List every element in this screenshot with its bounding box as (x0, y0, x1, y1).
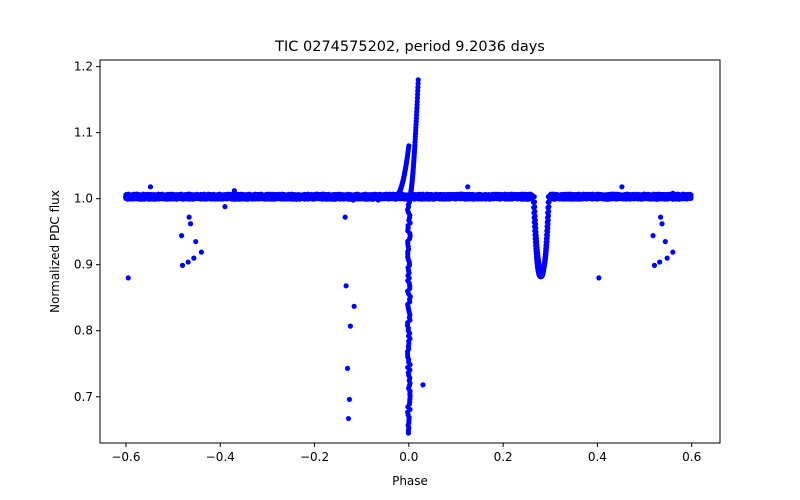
outlier-point (651, 262, 658, 268)
outlier-point (147, 184, 154, 190)
x-tick-label: 0.2 (494, 450, 513, 464)
outlier-point (657, 259, 663, 265)
y-tick-label: 1.1 (74, 126, 93, 140)
y-tick-label: 1.2 (74, 60, 93, 74)
x-tick-label: −0.6 (111, 450, 140, 464)
outlier-point (179, 262, 186, 268)
x-axis-ticks: −0.6 −0.4 −0.2 0.0 0.2 0.4 0.6 (111, 443, 701, 464)
outlier-point (345, 415, 352, 422)
y-tick-label: 1.0 (74, 192, 93, 206)
data-points (123, 77, 694, 436)
outlier-point (125, 275, 131, 281)
y-tick-label: 0.9 (74, 258, 93, 272)
outlier-point (344, 365, 351, 371)
secondary-eclipse-point (531, 199, 538, 205)
outlier-point (222, 204, 228, 210)
outlier-point (465, 184, 471, 190)
outlier-point (420, 382, 426, 388)
primary-eclipse-point (405, 430, 412, 436)
outlier-point (187, 221, 194, 227)
secondary-eclipse-point (532, 208, 538, 215)
outlier-point (657, 214, 664, 220)
outlier-point (343, 283, 349, 289)
y-tick-label: 0.7 (74, 390, 93, 404)
outlier-point (193, 238, 199, 245)
spike-point (415, 84, 421, 90)
outlier-point (347, 323, 353, 329)
outlier-point (231, 188, 237, 194)
secondary-eclipse-point (532, 213, 538, 219)
outlier-point (350, 197, 356, 203)
secondary-eclipse-point (546, 199, 552, 205)
outlier-point (186, 214, 192, 220)
brightening-point (406, 143, 412, 149)
outlier-point (346, 396, 353, 403)
secondary-eclipse-point (546, 204, 552, 210)
secondary-eclipse-point (532, 217, 538, 223)
plot-frame (99, 59, 721, 444)
outlier-point (670, 249, 676, 255)
x-tick-label: 0.6 (682, 450, 701, 464)
outlier-point (619, 184, 625, 190)
x-tick-label: 0.4 (588, 450, 607, 464)
spike-point (415, 80, 421, 87)
outlier-point (191, 255, 197, 261)
secondary-eclipse-point (531, 194, 537, 200)
y-tick-label: 0.8 (74, 324, 93, 338)
chart-title: TIC 0274575202, period 9.2036 days (274, 39, 545, 55)
outlier-point (650, 233, 656, 239)
outlier-point (662, 238, 668, 245)
y-axis-ticks: 0.7 0.8 0.9 1.0 1.1 1.2 (74, 60, 100, 404)
spike-point (415, 77, 421, 83)
outlier-point (375, 197, 381, 203)
plot-area (99, 59, 721, 444)
x-tick-label: 0.0 (399, 450, 418, 464)
outlier-point (198, 249, 204, 255)
outlier-point (178, 233, 185, 239)
outlier-point (185, 259, 191, 265)
outlier-point (659, 221, 665, 227)
outlier-point (664, 255, 670, 261)
outlier-point (351, 303, 357, 309)
outlier-point (596, 275, 602, 281)
x-tick-label: −0.4 (206, 450, 235, 464)
secondary-eclipse-point (532, 221, 539, 227)
y-axis-label: Normalized PDC flux (48, 190, 62, 313)
secondary-eclipse-point (532, 204, 538, 210)
secondary-eclipse-point (546, 194, 552, 200)
x-tick-label: −0.2 (300, 450, 329, 464)
outlier-point (342, 214, 348, 220)
outlier-point (670, 190, 676, 196)
baseline-point (688, 192, 694, 198)
x-axis-label: Phase (392, 474, 428, 488)
